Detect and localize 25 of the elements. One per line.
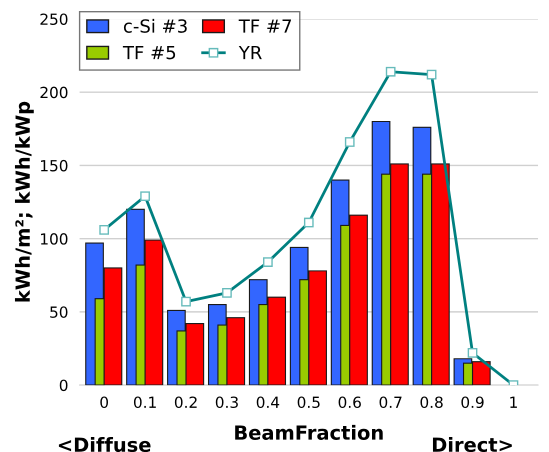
y-tick-label: 100 bbox=[41, 233, 68, 245]
x-tick-label: 0.3 bbox=[216, 396, 238, 408]
legend-label: TF #7 bbox=[238, 19, 291, 33]
x-tick-label: 0.6 bbox=[338, 396, 361, 408]
legend-label: YR bbox=[238, 46, 262, 60]
text: Direct> bbox=[432, 436, 512, 452]
x-tick-label: 0.5 bbox=[298, 396, 320, 408]
y-axis-title: kWh/m²; kWh/kWp bbox=[14, 102, 34, 302]
y-tick-label: 50 bbox=[50, 306, 68, 318]
x-tick-label: 0 bbox=[100, 396, 108, 408]
y-tick-label: 200 bbox=[40, 86, 68, 98]
x-tick-label: 0.7 bbox=[380, 396, 402, 408]
y-tick-label: 250 bbox=[40, 13, 68, 26]
x-tick-label: 0.8 bbox=[420, 396, 443, 408]
x-tick-label: 0.2 bbox=[174, 396, 197, 408]
legend-label: c-Si #3 bbox=[124, 18, 187, 33]
text: <Diffuse bbox=[58, 436, 151, 452]
x-tick-label: 0.4 bbox=[256, 396, 280, 408]
x-tick-label: 1 bbox=[510, 396, 517, 408]
x-tick-label: 0.1 bbox=[134, 396, 156, 408]
y-tick-label: 0 bbox=[60, 380, 68, 392]
x-axis-title: BeamFraction bbox=[235, 424, 383, 440]
y-tick-label: 150 bbox=[41, 160, 68, 172]
legend-label: TF #5 bbox=[122, 46, 176, 60]
x-tick-label: 0.9 bbox=[461, 396, 484, 408]
